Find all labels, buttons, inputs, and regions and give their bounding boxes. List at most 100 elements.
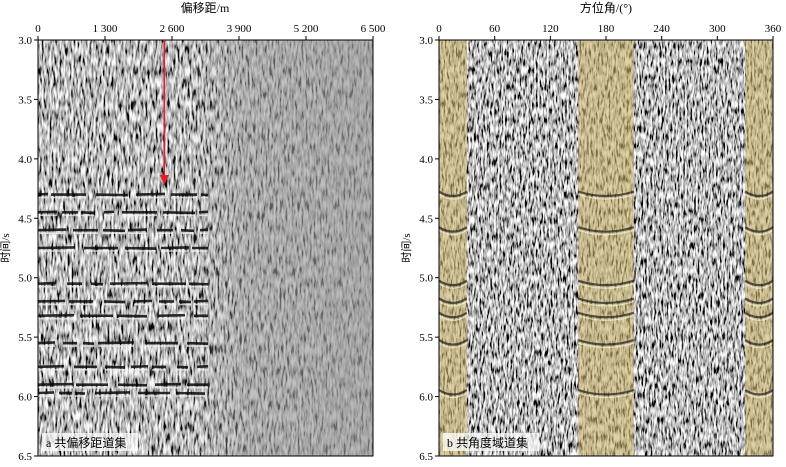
curved-event xyxy=(744,389,774,396)
reflector-event xyxy=(102,228,126,233)
reflector-event xyxy=(80,211,95,215)
panel-b-y-tick-label: 3.0 xyxy=(419,35,433,47)
curved-event xyxy=(438,389,468,396)
reflector-event xyxy=(199,228,209,232)
curved-event xyxy=(438,297,468,305)
curved-event xyxy=(744,311,774,319)
panel-b-angle-gather: 0 60 120 180 240 300 360 3.0 3.5 4.0 4.5 5.0 5.5 6.0… xyxy=(400,0,782,463)
reflector-event xyxy=(188,282,209,286)
panel-b-label: b 共角度域道集 xyxy=(447,435,528,450)
reflector-event xyxy=(124,246,157,250)
reflector-event xyxy=(180,228,195,233)
reflector-event xyxy=(103,210,115,214)
reflector-event xyxy=(37,228,67,232)
reflector-event xyxy=(37,391,55,395)
curved-event xyxy=(744,226,774,233)
curved-event-trough xyxy=(438,392,468,399)
panel-a-offset-gather: 0 1 300 2 600 3 900 5 200 6 500 3.0 3.5 4.0 4.5 5… xyxy=(0,0,386,463)
reflector-event xyxy=(37,364,65,369)
panel-b-y-tick-label: 5.0 xyxy=(419,273,433,285)
reflector-event xyxy=(37,210,58,214)
reflector-event xyxy=(37,299,66,303)
panel-a-y-tick-label: 5.5 xyxy=(18,332,32,344)
panel-b-y-tick-label: 3.5 xyxy=(419,94,433,106)
curved-event xyxy=(744,339,774,346)
reflector-event xyxy=(162,211,196,215)
panel-a-x-tick-label: 2 600 xyxy=(160,23,185,35)
reflector-event xyxy=(176,365,189,369)
curved-event-trough xyxy=(438,315,468,321)
reflector-event xyxy=(37,341,56,345)
curved-event-trough xyxy=(438,342,468,349)
panel-b-x-tick-label: 60 xyxy=(489,23,501,35)
highlight-band xyxy=(745,40,773,456)
curved-event-trough xyxy=(577,193,635,200)
panel-a-y-tick-label: 3.5 xyxy=(18,94,32,106)
reflector-event xyxy=(193,299,209,303)
reflector-event xyxy=(37,192,49,196)
reflector-event xyxy=(160,246,190,250)
highlight-band xyxy=(578,40,634,456)
reflector-event xyxy=(178,300,192,304)
reflector-event xyxy=(127,228,148,232)
reflector-event xyxy=(130,364,149,369)
panel-a-x-tick-label: 0 xyxy=(35,23,41,35)
curved-event-trough xyxy=(744,283,774,289)
curved-event-trough xyxy=(438,300,468,307)
reflector-event xyxy=(198,210,209,214)
panel-a-x-tick-label: 5 200 xyxy=(294,23,319,35)
curved-event xyxy=(744,297,774,305)
reflector-event xyxy=(109,281,148,285)
panel-a-label: a 共偏移距道集 xyxy=(46,435,126,450)
curved-event xyxy=(577,311,635,319)
curved-event-trough xyxy=(577,342,635,349)
curved-event-trough xyxy=(438,193,468,200)
panel-a-y-tick-label: 4.5 xyxy=(18,213,32,225)
reflector-event xyxy=(116,314,148,318)
curved-event-trough xyxy=(577,300,635,307)
curved-event xyxy=(744,279,774,287)
panel-b-seismic-image xyxy=(438,40,774,456)
curved-event-trough xyxy=(744,229,774,236)
panel-b-y-tick-label: 6.0 xyxy=(419,392,433,404)
reflector-event xyxy=(175,391,206,395)
curved-event-trough xyxy=(744,342,774,349)
curved-event xyxy=(438,190,468,198)
reflector-event xyxy=(82,341,95,345)
panel-a-frame xyxy=(37,39,374,457)
panel-b-x-tick-label: 180 xyxy=(598,23,615,35)
panel-b-y-tick-label: 5.5 xyxy=(419,332,433,344)
reflector-event xyxy=(104,365,126,369)
panel-b-y-tick-label: 4.5 xyxy=(419,213,433,225)
reflector-event xyxy=(97,341,135,345)
panel-b-x-axis-label: 方位角/(°) xyxy=(580,0,632,15)
reflector-event xyxy=(186,341,209,345)
panel-b-y-axis-label: 时间/s xyxy=(400,233,413,262)
highlight-band xyxy=(439,40,467,456)
panel-a-x-tick-label: 3 900 xyxy=(227,23,252,35)
curved-event-trough xyxy=(438,229,468,236)
reflector-event xyxy=(200,193,209,197)
panel-a-label-background xyxy=(42,433,138,451)
curved-event-trough xyxy=(744,315,774,321)
curved-event xyxy=(438,226,468,233)
curved-event xyxy=(744,190,774,198)
curved-event-trough xyxy=(577,392,635,399)
curved-event xyxy=(577,297,635,305)
panel-b-y-tick-label: 6.5 xyxy=(419,451,433,463)
panel-a-x-axis-label: 偏移距/m xyxy=(181,0,230,15)
reflector-event xyxy=(37,313,75,318)
curved-event-trough xyxy=(744,392,774,399)
panel-b-x-tick-label: 0 xyxy=(436,23,442,35)
panel-a-x-tick-label: 6 500 xyxy=(361,23,386,35)
panel-a-y-tick-label: 4.0 xyxy=(18,154,32,166)
panel-a-seismic-image xyxy=(37,40,373,456)
panel-b-x-tick-label: 360 xyxy=(765,23,782,35)
reflector-event xyxy=(117,383,148,387)
curved-event xyxy=(577,339,635,346)
reflector-event xyxy=(37,281,57,285)
panel-a-y-axis-label: 时间/s xyxy=(0,233,12,262)
reflector-event xyxy=(74,391,86,395)
curved-event xyxy=(577,226,635,233)
